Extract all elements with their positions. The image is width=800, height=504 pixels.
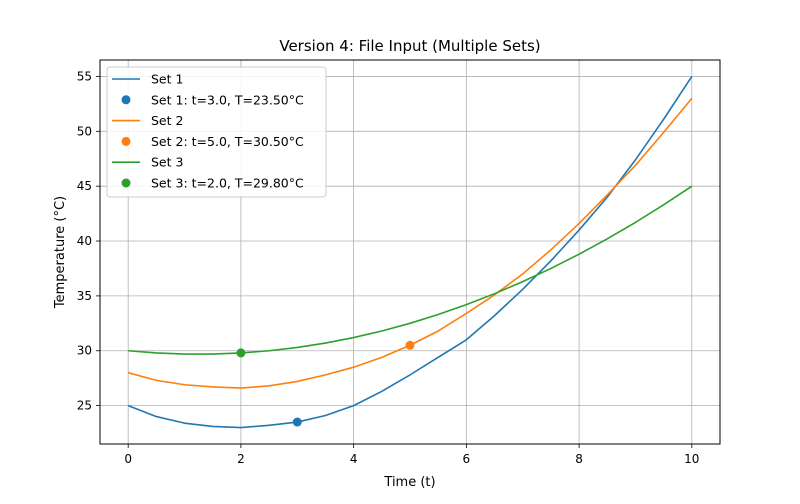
x-axis-ticks: 0 2 4 6 8 10	[124, 444, 699, 466]
legend-frame	[106, 66, 327, 198]
y-tick-label: 45	[77, 179, 92, 193]
legend-label: Set 2: t=5.0, T=30.50°C	[151, 134, 304, 149]
y-tick-label: 25	[77, 399, 92, 413]
y-axis-ticks: 25 30 35 40 45 50 55	[77, 69, 100, 413]
legend-label: Set 3: t=2.0, T=29.80°C	[151, 176, 304, 191]
legend-label: Set 2	[151, 113, 183, 128]
legend-marker-swatch	[121, 178, 131, 188]
chart-title: Version 4: File Input (Multiple Sets)	[279, 37, 540, 55]
series-line-set-3	[128, 185, 693, 355]
legend-label: Set 1	[151, 72, 183, 87]
plot-frame	[99, 59, 721, 445]
series-marker-set-2	[405, 340, 415, 350]
legend-marker-swatch	[121, 136, 131, 146]
y-tick-label: 35	[77, 289, 92, 303]
y-tick-label: 50	[77, 124, 92, 138]
y-tick-label: 55	[77, 69, 92, 83]
y-axis-label: Temperature (°C)	[53, 196, 68, 309]
x-tick-label: 6	[463, 452, 471, 466]
series-markers	[236, 340, 415, 427]
series-marker-set-1	[292, 417, 302, 427]
legend-marker-swatch	[121, 95, 131, 105]
y-tick-label: 40	[77, 234, 92, 248]
series-line-set-1	[127, 76, 693, 429]
x-tick-label: 4	[350, 452, 358, 466]
legend: Set 1 Set 1: t=3.0, T=23.50°C Set 2 Set 2: …	[106, 66, 327, 198]
series-marker-set-3	[236, 348, 246, 358]
legend-label: Set 3	[151, 155, 183, 170]
x-axis-label: Time (t)	[383, 475, 435, 490]
x-tick-label: 10	[684, 452, 699, 466]
x-tick-label: 0	[124, 452, 132, 466]
x-tick-label: 2	[237, 452, 245, 466]
y-tick-label: 30	[77, 344, 92, 358]
x-tick-label: 8	[575, 452, 583, 466]
legend-label: Set 1: t=3.0, T=23.50°C	[151, 92, 304, 107]
